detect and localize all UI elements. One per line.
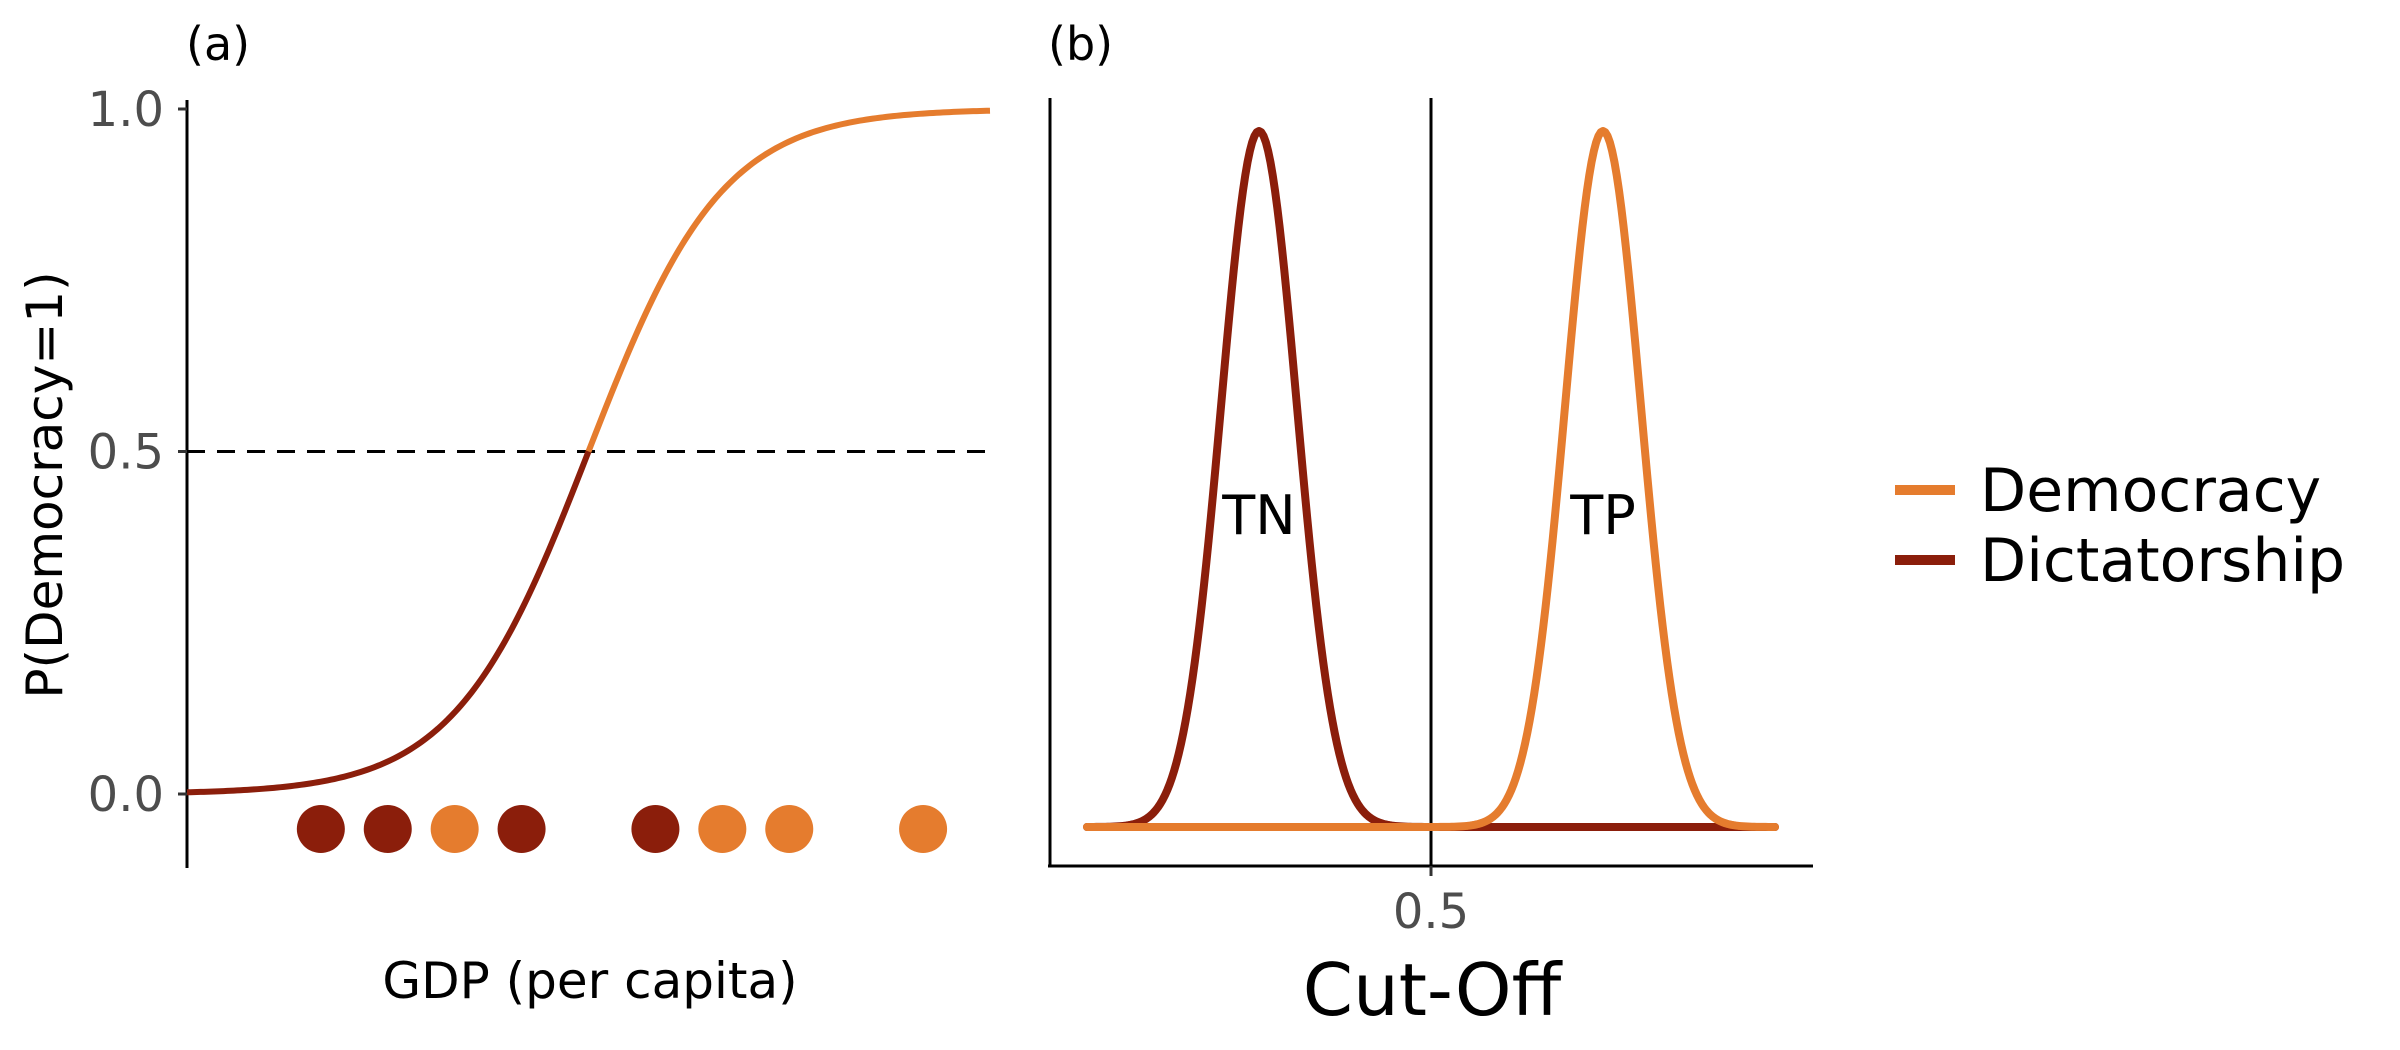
panel-b-curves: [1083, 127, 1779, 831]
point-democracy: [899, 805, 948, 853]
legend-label-democracy: Democracy: [1980, 456, 2321, 526]
panel-b-label: (b): [1048, 17, 1113, 71]
point-dictatorship: [497, 805, 546, 853]
annotation-tn: TN: [1221, 484, 1295, 547]
panel-b-x-axis-title: Cut-Off: [1303, 948, 1563, 1032]
panel-a-y-axis-title: P(Democracy=1): [16, 271, 74, 698]
panel-a-label: (a): [186, 17, 250, 71]
panel-a: (a) 0.0 0.5 1.0 GDP (per capita) P(Democra…: [16, 17, 991, 1010]
panel-a-y-tick-label: 1.0: [88, 82, 164, 138]
panel-a-y-tick-label: 0.5: [88, 425, 164, 481]
density-curve-democracy: [1083, 127, 1779, 831]
point-dictatorship: [363, 805, 412, 853]
panel-a-y-tick-label: 0.0: [88, 767, 164, 823]
point-dictatorship: [631, 805, 680, 853]
panel-a-points: [296, 805, 948, 853]
panel-b-annotations: TN TP: [1221, 484, 1635, 547]
panel-a-x-axis-title: GDP (per capita): [382, 952, 797, 1010]
logistic-curve-dictatorship: [186, 450, 592, 796]
annotation-tp: TP: [1569, 484, 1636, 547]
point-dictatorship: [296, 805, 345, 853]
point-democracy: [765, 805, 814, 853]
panel-b: (b) 0.5 TN TP Cut-Off: [1048, 17, 1813, 1032]
logistic-curve-democracy: [585, 107, 991, 453]
panel-b-x-tick-label: 0.5: [1393, 884, 1469, 940]
point-democracy: [430, 805, 479, 853]
panel-b-x-ticks: 0.5: [1393, 866, 1469, 940]
panel-a-curves: [186, 107, 991, 796]
legend-label-dictatorship: Dictatorship: [1980, 526, 2345, 596]
panel-a-y-ticks: 0.0 0.5 1.0: [88, 82, 187, 823]
point-democracy: [698, 805, 747, 853]
